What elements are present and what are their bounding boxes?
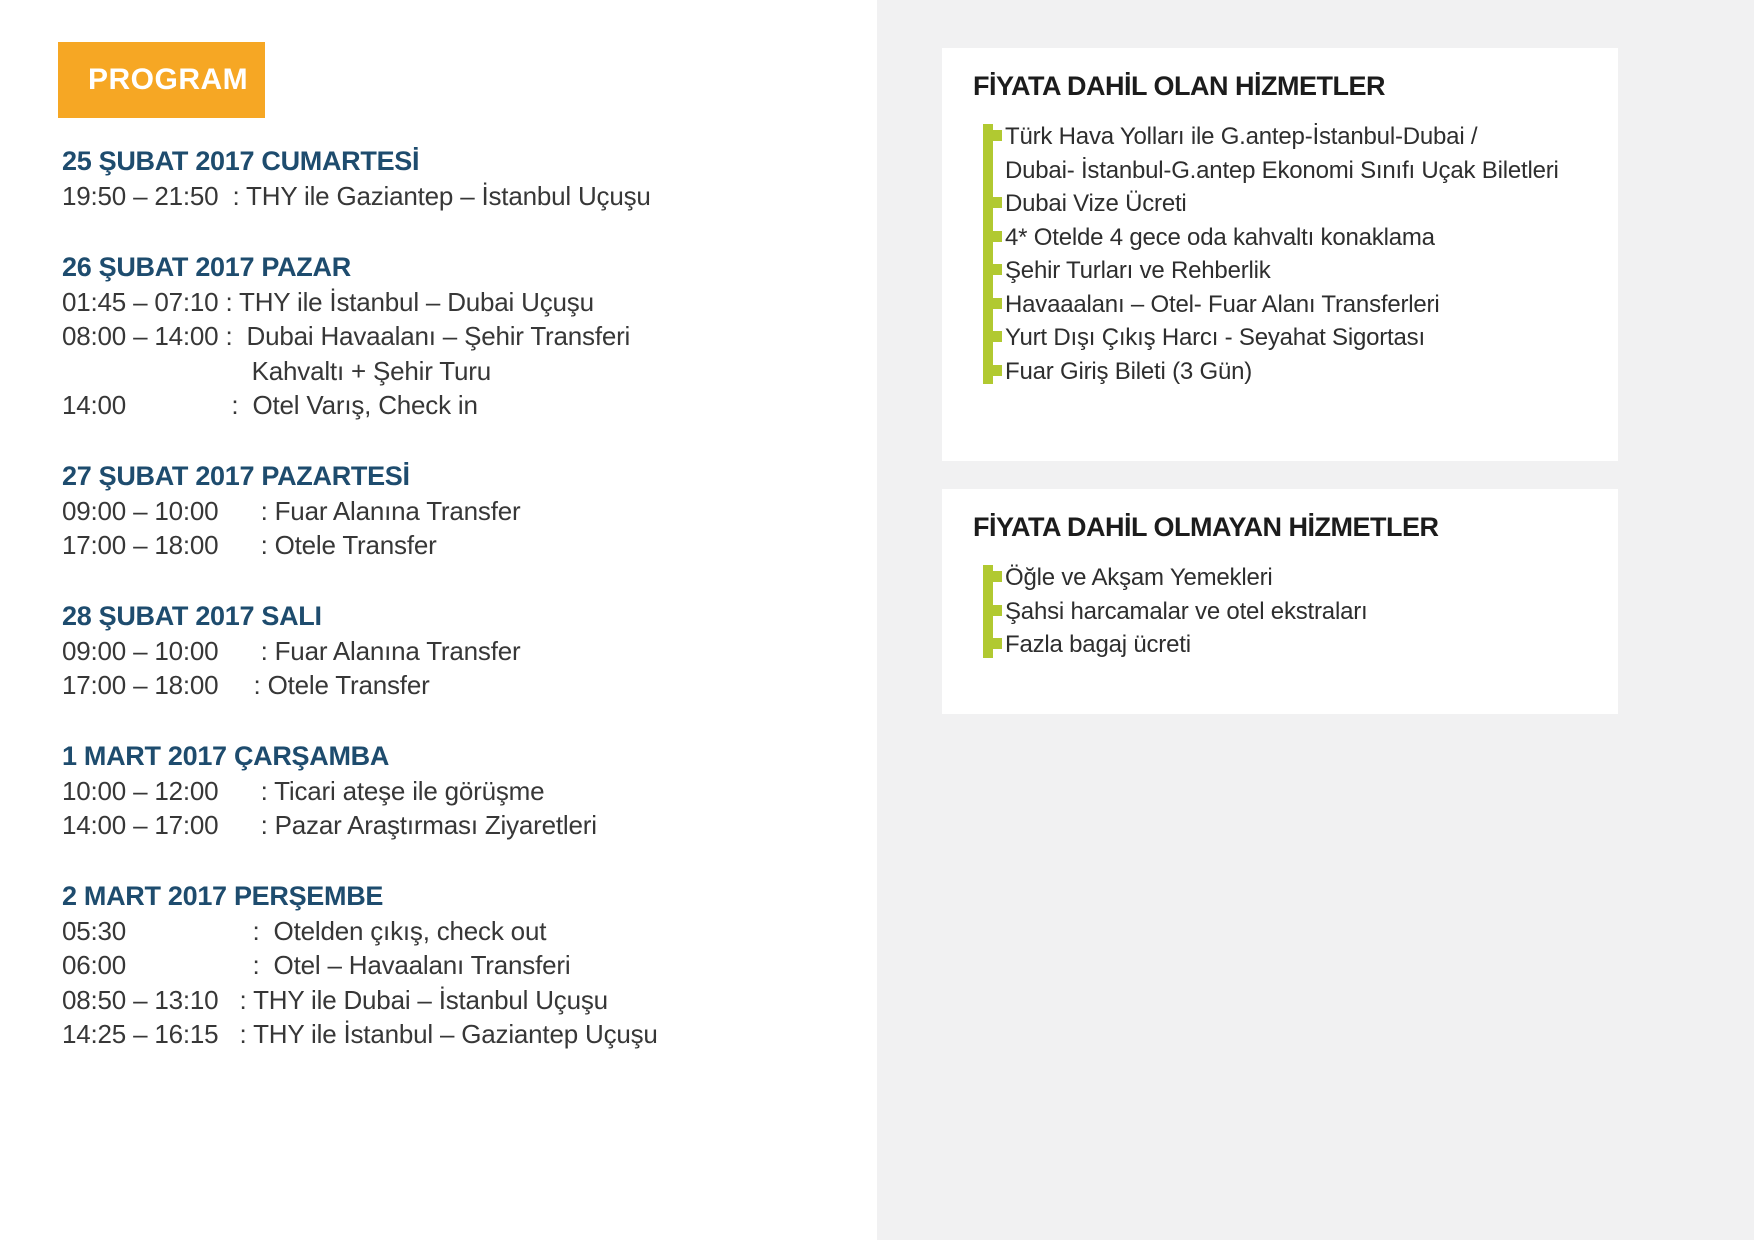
service-item: Fuar Giriş Bileti (3 Gün) bbox=[991, 355, 1608, 389]
included-services-card: FİYATA DAHİL OLAN HİZMETLER Türk Hava Yo… bbox=[942, 48, 1618, 461]
service-item: 4* Otelde 4 gece oda kahvaltı konaklama bbox=[991, 221, 1608, 255]
program-badge: PROGRAM bbox=[58, 42, 265, 118]
schedule-date-heading: 27 ŞUBAT 2017 PAZARTESİ bbox=[62, 460, 410, 491]
excluded-services-list: Öğle ve Akşam Yemekleri Şahsi harcamalar … bbox=[942, 561, 1618, 662]
schedule-line: 17:00 – 18:00 : Otele Transfer bbox=[62, 530, 437, 560]
schedule-date-heading: 28 ŞUBAT 2017 SALI bbox=[62, 600, 322, 631]
schedule-line: 01:45 – 07:10 : THY ile İstanbul – Dubai… bbox=[62, 286, 594, 317]
schedule-line: 19:50 – 21:50 : THY ile Gaziantep – İsta… bbox=[62, 181, 651, 211]
service-item: Öğle ve Akşam Yemekleri bbox=[991, 561, 1608, 595]
schedule-date-heading: 2 MART 2017 PERŞEMBE bbox=[62, 880, 384, 911]
service-item: Şehir Turları ve Rehberlik bbox=[991, 254, 1608, 288]
schedule-line: 08:50 – 13:10 : THY ile Dubai – İstanbul… bbox=[62, 984, 608, 1015]
schedule-section: 28 ŞUBAT 2017 SALI 09:00 – 10:00 : Fuar … bbox=[62, 599, 842, 703]
schedule-date-heading: 1 MART 2017 ÇARŞAMBA bbox=[62, 740, 390, 771]
schedule-line: 09:00 – 10:00 : Fuar Alanına Transfer bbox=[62, 495, 521, 526]
schedule-line: 09:00 – 10:00 : Fuar Alanına Transfer bbox=[62, 635, 521, 666]
excluded-services-title: FİYATA DAHİL OLMAYAN HİZMETLER bbox=[973, 512, 1439, 542]
service-item: Şahsi harcamalar ve otel ekstraları bbox=[991, 595, 1608, 629]
included-services-list: Türk Hava Yolları ile G.antep-İstanbul-D… bbox=[942, 120, 1618, 388]
program-badge-label: PROGRAM bbox=[88, 63, 249, 96]
schedule-line: Kahvaltı + Şehir Turu bbox=[62, 355, 492, 386]
schedule-line: 17:00 – 18:00 : Otele Transfer bbox=[62, 670, 430, 700]
schedule-date-heading: 26 ŞUBAT 2017 PAZAR bbox=[62, 251, 351, 282]
schedule-section: 25 ŞUBAT 2017 CUMARTESİ 19:50 – 21:50 : … bbox=[62, 144, 842, 214]
service-item: Fazla bagaj ücreti bbox=[991, 628, 1608, 662]
schedule-line: 14:00 : Otel Varış, Check in bbox=[62, 390, 478, 420]
service-item: Havaaalanı – Otel- Fuar Alanı Transferle… bbox=[991, 288, 1608, 322]
schedule-line: 14:25 – 16:15 : THY ile İstanbul – Gazia… bbox=[62, 1019, 658, 1049]
service-item: Yurt Dışı Çıkış Harcı - Seyahat Sigortas… bbox=[991, 321, 1608, 355]
schedule-line: 14:00 – 17:00 : Pazar Araştırması Ziyare… bbox=[62, 810, 597, 840]
included-services-title: FİYATA DAHİL OLAN HİZMETLER bbox=[973, 71, 1386, 101]
schedule-date-heading: 25 ŞUBAT 2017 CUMARTESİ bbox=[62, 146, 420, 176]
schedule-line: 10:00 – 12:00 : Ticari ateşe ile görüşme bbox=[62, 775, 545, 806]
schedule-line: 08:00 – 14:00 : Dubai Havaalanı – Şehir … bbox=[62, 321, 631, 351]
schedule-section: 1 MART 2017 ÇARŞAMBA 10:00 – 12:00 : Tic… bbox=[62, 739, 842, 843]
schedule-section: 2 MART 2017 PERŞEMBE 05:30 : Otelden çık… bbox=[62, 879, 842, 1052]
service-item: Dubai- İstanbul-G.antep Ekonomi Sınıfı U… bbox=[1005, 156, 1559, 184]
excluded-services-card: FİYATA DAHİL OLMAYAN HİZMETLER Öğle ve A… bbox=[942, 489, 1618, 714]
schedule-line: 05:30 : Otelden çıkış, check out bbox=[62, 915, 547, 946]
schedule-line: 06:00 : Otel – Havaalanı Transferi bbox=[62, 950, 571, 980]
service-item: Dubai Vize Ücreti bbox=[991, 187, 1608, 221]
schedule: 25 ŞUBAT 2017 CUMARTESİ 19:50 – 21:50 : … bbox=[62, 144, 842, 1088]
schedule-section: 27 ŞUBAT 2017 PAZARTESİ 09:00 – 10:00 : … bbox=[62, 459, 842, 563]
service-item: Türk Hava Yolları ile G.antep-İstanbul-D… bbox=[991, 120, 1608, 154]
schedule-section: 26 ŞUBAT 2017 PAZAR 01:45 – 07:10 : THY … bbox=[62, 250, 842, 423]
